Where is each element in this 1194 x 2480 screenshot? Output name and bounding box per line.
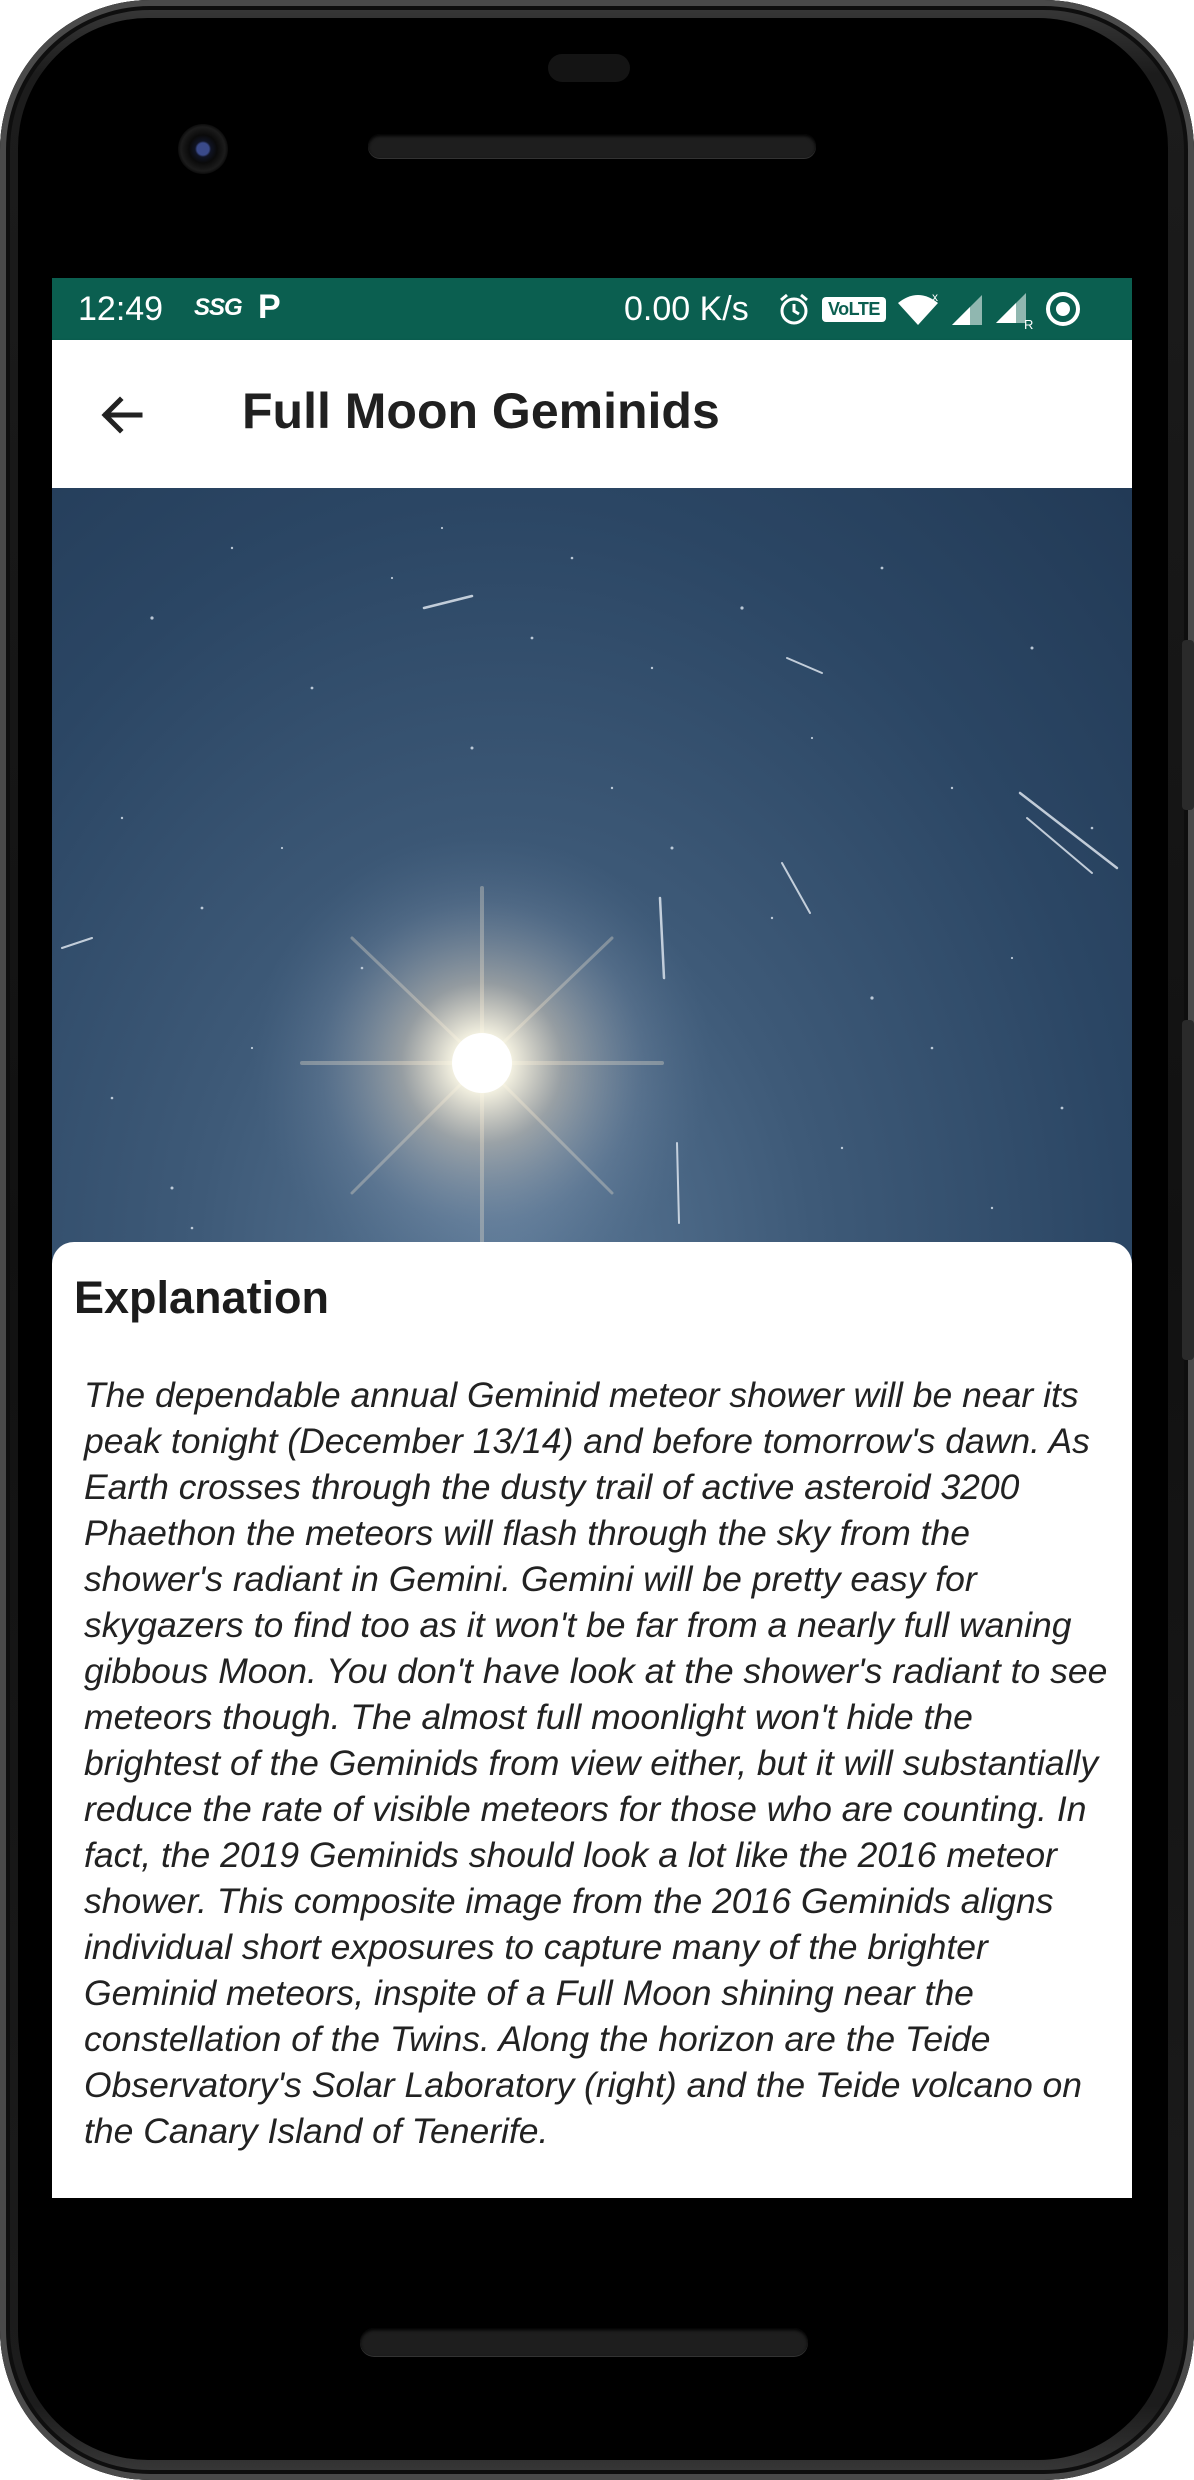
- status-bar: 12:49 SSG P 0.00 K/s VoLTE x: [52, 278, 1132, 340]
- alarm-icon: [780, 293, 808, 325]
- explanation-text: The dependable annual Geminid meteor sho…: [84, 1375, 1108, 2151]
- earpiece-speaker: [368, 134, 816, 158]
- screen: 12:49 SSG P 0.00 K/s VoLTE x: [52, 278, 1132, 2198]
- app-bar: Full Moon Geminids: [52, 340, 1132, 488]
- signal-icon: [951, 295, 982, 325]
- explanation-heading: Explanation: [74, 1272, 330, 1323]
- parking-icon: P: [258, 288, 281, 326]
- volume-button: [1182, 1020, 1194, 1360]
- svg-text:R: R: [1024, 317, 1033, 329]
- status-time: 12:49: [78, 290, 164, 328]
- front-camera: [178, 124, 228, 174]
- wifi-icon: x: [897, 291, 938, 325]
- volte-icon: VoLTE: [822, 296, 886, 322]
- bottom-speaker: [360, 2328, 808, 2356]
- status-icons: VoLTE x R: [776, 288, 1082, 330]
- carrier-icon: SSG: [194, 294, 243, 321]
- signal-roaming-icon: R: [995, 293, 1033, 329]
- back-button[interactable]: [88, 380, 158, 450]
- network-speed: 0.00 K/s: [624, 290, 749, 328]
- svg-text:x: x: [932, 291, 938, 304]
- power-button: [1182, 640, 1194, 810]
- record-icon: [1045, 292, 1080, 326]
- sky-image: [61, 526, 1119, 1293]
- top-slot: [548, 54, 630, 82]
- arrow-left-icon: [101, 396, 143, 434]
- page-title: Full Moon Geminids: [242, 383, 720, 439]
- explanation-card: Explanation The dependable annual Gemini…: [52, 1242, 1132, 2198]
